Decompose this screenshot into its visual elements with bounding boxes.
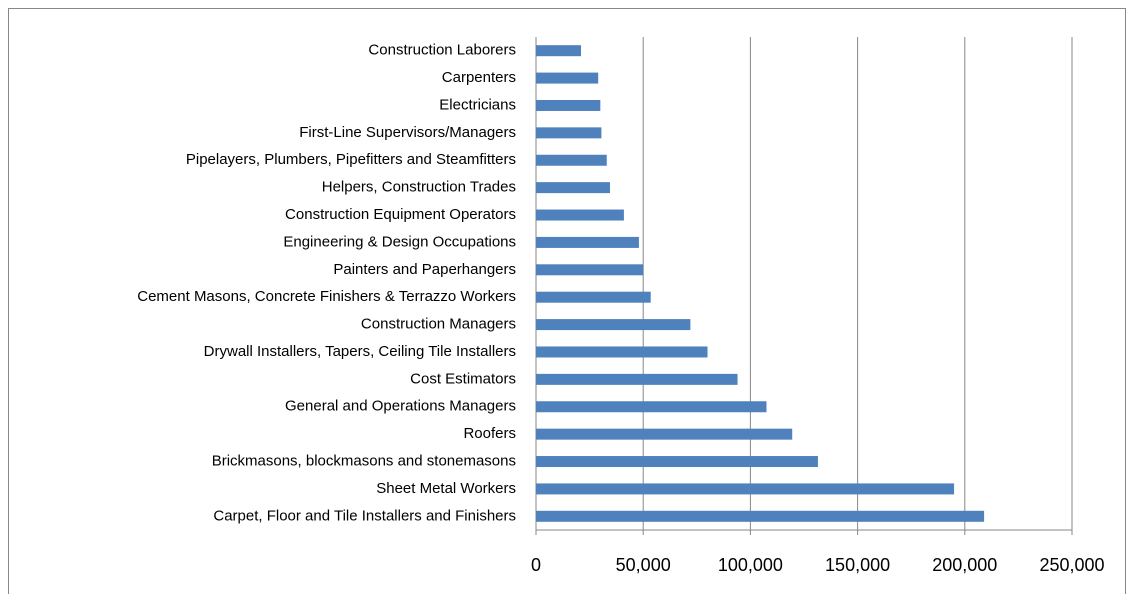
bar — [536, 236, 639, 248]
bar — [536, 72, 599, 84]
bar — [536, 456, 818, 468]
bar — [536, 428, 793, 440]
x-tick-label: 0 — [531, 555, 541, 575]
x-tick-label: 50,000 — [616, 555, 671, 575]
y-tick-label: Electricians — [439, 96, 516, 113]
bar — [536, 99, 601, 111]
y-tick-label: First-Line Supervisors/Managers — [299, 124, 516, 141]
y-tick-label: Cost Estimators — [410, 370, 516, 387]
y-tick-label: Cement Masons, Concrete Finishers & Terr… — [137, 288, 516, 305]
y-tick-label: Painters and Paperhangers — [333, 261, 516, 278]
y-tick-label: Brickmasons, blockmasons and stonemasons — [212, 452, 516, 469]
y-tick-label: Helpers, Construction Trades — [322, 179, 516, 196]
bar — [536, 264, 644, 276]
x-tick-label: 100,000 — [718, 555, 783, 575]
bar — [536, 401, 767, 413]
bar — [536, 510, 985, 522]
bar — [536, 291, 651, 303]
bar — [536, 373, 738, 385]
bar — [536, 319, 691, 331]
y-tick-label: Carpenters — [442, 69, 516, 86]
bar — [536, 483, 955, 495]
y-tick-label: General and Operations Managers — [285, 398, 516, 415]
x-tick-label: 250,000 — [1039, 555, 1104, 575]
y-tick-label: Engineering & Design Occupations — [283, 233, 516, 250]
x-tick-label: 150,000 — [825, 555, 890, 575]
y-tick-label: Roofers — [463, 425, 516, 442]
y-tick-label: Construction Managers — [361, 316, 516, 333]
y-tick-label: Sheet Metal Workers — [376, 480, 516, 497]
x-tick-label: 200,000 — [932, 555, 997, 575]
y-tick-label: Drywall Installers, Tapers, Ceiling Tile… — [204, 343, 516, 360]
chart-border — [8, 8, 1126, 594]
y-tick-label: Construction Laborers — [368, 42, 516, 59]
bar — [536, 127, 602, 139]
bar — [536, 209, 624, 221]
bar — [536, 346, 708, 358]
y-tick-label: Construction Equipment Operators — [285, 206, 516, 223]
bar — [536, 182, 610, 194]
y-tick-label: Pipelayers, Plumbers, Pipefitters and St… — [186, 151, 516, 168]
bar — [536, 45, 582, 57]
y-tick-label: Carpet, Floor and Tile Installers and Fi… — [213, 507, 516, 524]
bar — [536, 154, 607, 166]
